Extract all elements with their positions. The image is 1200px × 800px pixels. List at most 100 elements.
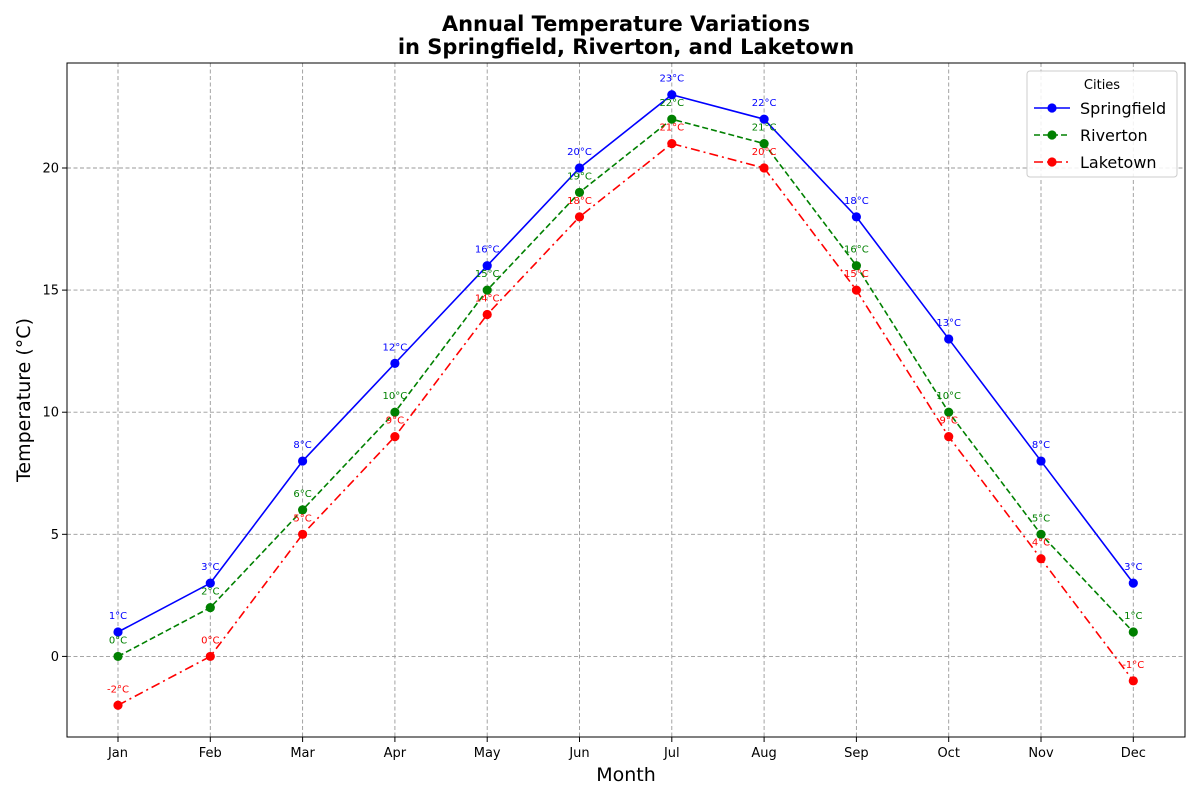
data-point-riverton	[205, 602, 215, 613]
grid-lines	[67, 63, 1185, 737]
data-label-laketown: 9°C	[386, 416, 404, 427]
legend-marker-riverton	[1047, 130, 1057, 140]
y-tick-label: 0	[51, 650, 59, 665]
chart-title-line-1: Annual Temperature Variations	[442, 12, 810, 36]
data-point-laketown	[298, 529, 308, 539]
data-point-springfield	[482, 261, 492, 271]
data-label-springfield: 12°C	[383, 342, 408, 353]
data-label-springfield: 1°C	[109, 611, 127, 622]
data-label-laketown: 18°C	[567, 196, 592, 207]
data-label-riverton: 6°C	[293, 489, 311, 500]
plot-frame	[66, 62, 1186, 738]
legend-box	[1026, 70, 1178, 178]
data-label-springfield: 8°C	[293, 440, 311, 451]
data-label-laketown: 15°C	[844, 269, 869, 280]
data-point-laketown	[851, 285, 862, 295]
data-label-riverton: 0°C	[109, 635, 127, 646]
data-label-riverton: 2°C	[201, 587, 219, 598]
data-label-riverton: 10°C	[936, 391, 961, 402]
x-tick-label: Jan	[107, 746, 128, 761]
data-label-springfield: 13°C	[936, 318, 961, 329]
data-label-riverton: 21°C	[752, 123, 777, 134]
data-point-laketown	[759, 163, 769, 173]
data-point-laketown	[482, 309, 492, 320]
data-point-springfield	[1036, 456, 1046, 466]
data-label-laketown: 21°C	[659, 123, 684, 134]
x-tick-label: Nov	[1028, 746, 1054, 761]
legend-entry-laketown: Laketown	[1080, 153, 1157, 172]
x-tick-label: Jul	[663, 746, 680, 761]
y-tick-label: 10	[42, 406, 59, 421]
data-point-springfield	[944, 334, 954, 344]
axes: Jan Feb Mar Apr May Jun Jul Aug Sep Oct Nov Dec 0 5 10…	[42, 62, 1186, 761]
data-point-laketown	[390, 432, 400, 442]
y-tick-label: 5	[51, 528, 59, 543]
data-label-riverton: 15°C	[475, 269, 500, 280]
data-label-laketown: 9°C	[940, 416, 958, 427]
y-tick-label: 15	[42, 284, 59, 299]
data-label-laketown: 5°C	[293, 513, 311, 524]
data-point-riverton	[298, 505, 308, 515]
data-point-springfield	[1128, 578, 1138, 588]
data-point-laketown	[574, 212, 585, 222]
legend-marker-laketown	[1047, 157, 1057, 167]
data-label-springfield: 23°C	[659, 74, 684, 85]
series-line-springfield	[117, 93, 1134, 633]
legend-entry-springfield: Springfield	[1080, 99, 1166, 118]
data-point-riverton	[851, 261, 862, 271]
series-line-riverton	[117, 118, 1134, 658]
data-label-laketown: 0°C	[201, 635, 219, 646]
data-point-riverton	[1036, 529, 1046, 539]
data-point-riverton	[482, 285, 492, 295]
chart-title-line-2: in Springfield, Riverton, and Laketown	[398, 35, 854, 59]
x-tick-label: Aug	[751, 746, 776, 761]
data-point-laketown	[1128, 676, 1138, 686]
data-point-springfield	[205, 578, 215, 588]
data-point-springfield	[390, 358, 400, 368]
data-label-riverton: 10°C	[383, 391, 408, 402]
x-tick-label: Mar	[290, 746, 315, 761]
data-point-riverton	[944, 407, 954, 417]
data-label-springfield: 20°C	[567, 147, 592, 158]
data-point-springfield	[298, 456, 308, 466]
data-label-laketown: 14°C	[475, 294, 500, 305]
data-label-springfield: 8°C	[1032, 440, 1050, 451]
x-tick-label: Jun	[568, 746, 589, 761]
y-tick-label: 20	[42, 162, 59, 177]
data-label-riverton: 1°C	[1124, 611, 1142, 622]
data-label-riverton: 5°C	[1032, 513, 1050, 524]
data-labels: 1°C 3°C 8°C 12°C 16°C 20°C 23°C 22°C 18°C 13°C 8°C…	[107, 74, 1144, 696]
data-point-springfield	[113, 627, 123, 637]
data-label-laketown: -1°C	[1122, 660, 1144, 671]
legend: Cities Springfield Riverton Laketown	[1026, 70, 1178, 178]
x-tick-label: Dec	[1121, 746, 1146, 761]
data-point-laketown	[205, 651, 215, 662]
data-label-laketown: 20°C	[752, 147, 777, 158]
data-label-springfield: 22°C	[752, 98, 777, 109]
data-point-riverton	[667, 114, 677, 124]
data-point-laketown	[1036, 554, 1046, 564]
data-label-riverton: 22°C	[659, 98, 684, 109]
data-point-laketown	[667, 138, 677, 149]
data-point-springfield	[851, 212, 862, 222]
legend-marker-springfield	[1047, 103, 1057, 113]
x-tick-label: Apr	[384, 746, 407, 761]
data-point-springfield	[759, 114, 769, 124]
data-point-riverton	[574, 187, 585, 198]
x-tick-label: May	[474, 746, 501, 761]
legend-entry-riverton: Riverton	[1080, 126, 1148, 145]
data-point-springfield	[667, 90, 677, 100]
data-point-riverton	[390, 407, 400, 417]
data-point-riverton	[113, 651, 123, 662]
data-label-springfield: 16°C	[475, 245, 500, 256]
x-tick-label: Feb	[199, 746, 222, 761]
x-tick-label: Sep	[844, 746, 869, 761]
data-label-riverton: 19°C	[567, 171, 592, 182]
y-axis-label: Temperature (°C)	[13, 318, 35, 483]
series-line-laketown	[117, 142, 1134, 706]
legend-title: Cities	[1084, 78, 1120, 93]
data-label-springfield: 3°C	[201, 562, 219, 573]
data-point-riverton	[1128, 627, 1138, 637]
